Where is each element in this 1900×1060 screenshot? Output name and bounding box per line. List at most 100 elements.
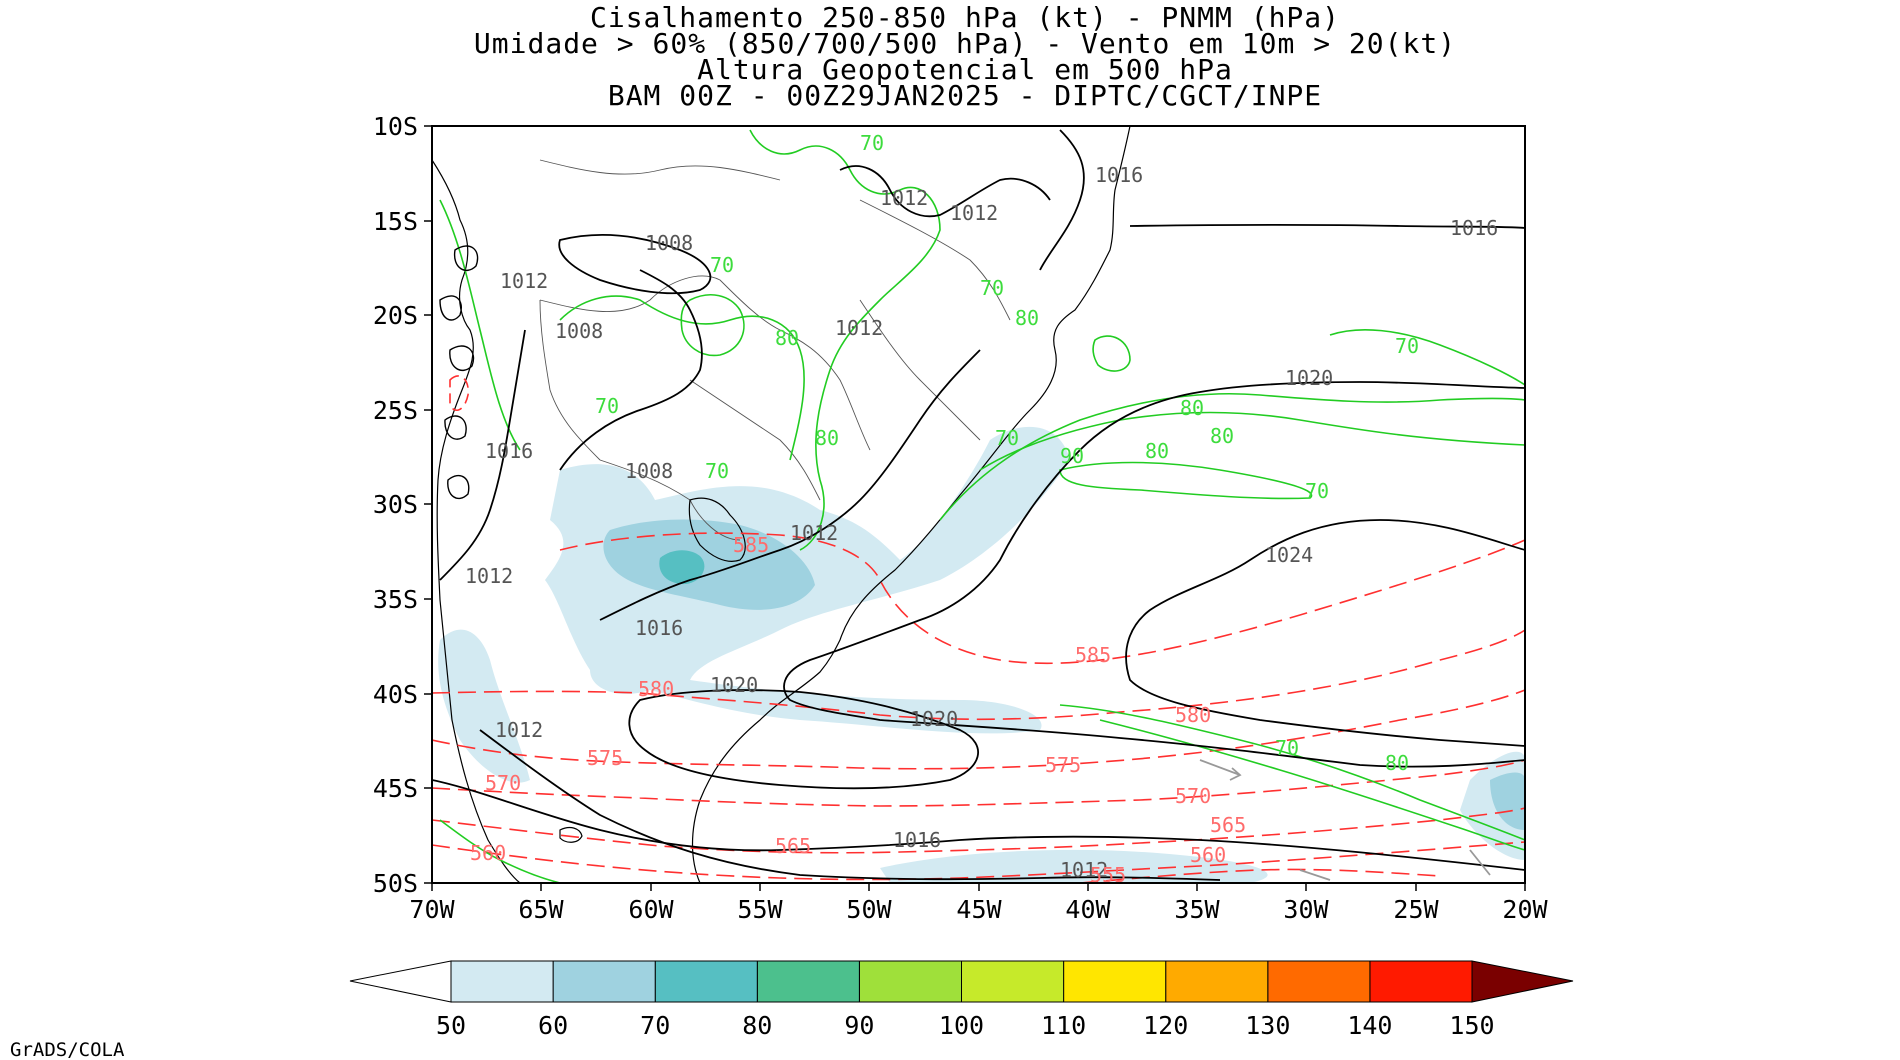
- rh-70-small-island: [1092, 335, 1131, 372]
- mslp-label-15: 1016: [635, 616, 683, 640]
- lon-label-50w: 50W: [846, 895, 892, 924]
- latitude-labels: 10S 15S 20S 25S 30S 35S 40S 45S 50S: [373, 112, 418, 898]
- gh-label-5: 575: [587, 746, 623, 770]
- mslp-label-9: 1012: [790, 521, 838, 545]
- wind-arrow-1: [1199, 759, 1242, 781]
- shear-60-70-east: [1490, 772, 1525, 830]
- colorbar-box-70-80: [654, 960, 758, 1003]
- rh-70-northeast: [1329, 329, 1525, 386]
- rh-label-3: 70: [980, 276, 1004, 300]
- gh-label-11: 560: [470, 841, 506, 865]
- colorbar-above-arrow: [1471, 960, 1574, 1003]
- colorbar-label-90: 90: [844, 1011, 874, 1040]
- gh-label-9: 565: [775, 834, 811, 858]
- colorbar-box-90-100: [858, 960, 963, 1003]
- colorbar-label-80: 80: [742, 1011, 772, 1040]
- lon-label-30w: 30W: [1283, 895, 1329, 924]
- lat-label-35s: 35S: [373, 585, 418, 614]
- wind-arrow-2: [1469, 849, 1491, 876]
- colorbar-label-110: 110: [1041, 1011, 1086, 1040]
- wind-vectors: [1199, 759, 1491, 881]
- colorbar-labels: 50 60 70 80 90 100 110 120 130 140 150: [436, 1011, 1495, 1040]
- gh-575-contour: [432, 689, 1525, 770]
- gh-585-contour: [559, 532, 1525, 665]
- rh-label-14: 70: [1305, 479, 1329, 503]
- lat-label-10s: 10S: [373, 112, 418, 141]
- rh-label-5: 80: [1015, 306, 1039, 330]
- rh-70-andes: [439, 199, 521, 451]
- lon-label-40w: 40W: [1065, 895, 1111, 924]
- shear-70-80-core: [659, 550, 705, 585]
- title-line-2: Umidade > 60% (850/700/500 hPa) - Vento …: [474, 27, 1456, 60]
- mslp-label-16: 1020: [710, 673, 758, 697]
- colorbar-label-100: 100: [939, 1011, 984, 1040]
- colorbar: [349, 960, 1574, 1003]
- gh-label-8: 570: [1175, 784, 1211, 808]
- shear-shading: [438, 426, 1525, 883]
- shear-60-70-region: [603, 519, 815, 610]
- mslp-label-3: 1012: [880, 186, 928, 210]
- country-borders: [539, 159, 1011, 541]
- lon-label-45w: 45W: [956, 895, 1002, 924]
- mslp-1008-chaco: [558, 233, 712, 295]
- south-america-coastline: [432, 126, 1131, 883]
- colorbar-label-50: 50: [436, 1011, 466, 1040]
- colorbar-label-120: 120: [1143, 1011, 1188, 1040]
- colorbar-label-130: 130: [1245, 1011, 1290, 1040]
- mslp-label-2: 1016: [1450, 216, 1498, 240]
- colorbar-box-120-130: [1165, 960, 1269, 1003]
- mslp-label-6: 1008: [555, 319, 603, 343]
- mslp-label-20: 1012: [1060, 858, 1108, 882]
- mslp-label-8: 1012: [835, 316, 883, 340]
- lat-label-45s: 45S: [373, 774, 418, 803]
- mslp-label-17: 1020: [910, 707, 958, 731]
- gh-580-contour: [432, 629, 1525, 721]
- mslp-1016-north-loop: [1039, 129, 1085, 271]
- colorbar-box-130-140: [1267, 960, 1371, 1003]
- rh-label-11: 80: [1210, 424, 1234, 448]
- mslp-1012-north: [839, 165, 1051, 218]
- mslp-label-5: 1008: [645, 231, 693, 255]
- mslp-label-19: 1016: [893, 828, 941, 852]
- rh-70-south: [1059, 704, 1525, 841]
- title-block: Cisalhamento 250-850 hPa (kt) - PNMM (hP…: [474, 1, 1456, 112]
- rh-label-15: 70: [1395, 334, 1419, 358]
- rh-label-6: 70: [595, 394, 619, 418]
- lat-label-50s: 50S: [373, 869, 418, 898]
- longitude-axis: [431, 883, 1526, 891]
- mslp-label-14: 1024: [1265, 543, 1313, 567]
- grads-credit: GrADS/COLA: [10, 1039, 125, 1060]
- mslp-1020-closed: [628, 689, 979, 790]
- gh-label-6: 575: [1045, 753, 1081, 777]
- lon-label-55w: 55W: [737, 895, 783, 924]
- gh-565-contour: [432, 807, 1525, 854]
- colorbar-box-100-110: [961, 960, 1065, 1003]
- mslp-label-13: 1020: [1285, 366, 1333, 390]
- colorbar-label-60: 60: [538, 1011, 568, 1040]
- rh-label-10: 70: [995, 426, 1019, 450]
- rh-label-8: 80: [1180, 396, 1204, 420]
- rh-label-2: 70: [710, 253, 734, 277]
- coastlines: [432, 126, 1131, 883]
- mslp-label-4: 1012: [950, 201, 998, 225]
- lat-label-15s: 15S: [373, 207, 418, 236]
- rh-label-12: 90: [1060, 444, 1084, 468]
- lat-label-40s: 40S: [373, 680, 418, 709]
- title-line-3: Altura Geopotencial em 500 hPa: [697, 53, 1233, 86]
- lat-label-25s: 25S: [373, 396, 418, 425]
- rh-label-7: 70: [705, 459, 729, 483]
- lat-label-20s: 20S: [373, 301, 418, 330]
- lon-label-25w: 25W: [1393, 895, 1439, 924]
- gh-label-3: 580: [638, 677, 674, 701]
- shear-50-60-south: [438, 629, 530, 783]
- colorbar-box-110-120: [1063, 960, 1167, 1003]
- colorbar-label-70: 70: [640, 1011, 670, 1040]
- rh-label-13: 80: [1145, 439, 1169, 463]
- lon-label-20w: 20W: [1502, 895, 1548, 924]
- rh-label-17: 70: [1275, 736, 1299, 760]
- colorbar-box-140-150: [1369, 960, 1473, 1003]
- mslp-1016-northeast: [1129, 223, 1525, 229]
- humidity-contours: [439, 129, 1525, 883]
- gh-label-10: 565: [1210, 813, 1246, 837]
